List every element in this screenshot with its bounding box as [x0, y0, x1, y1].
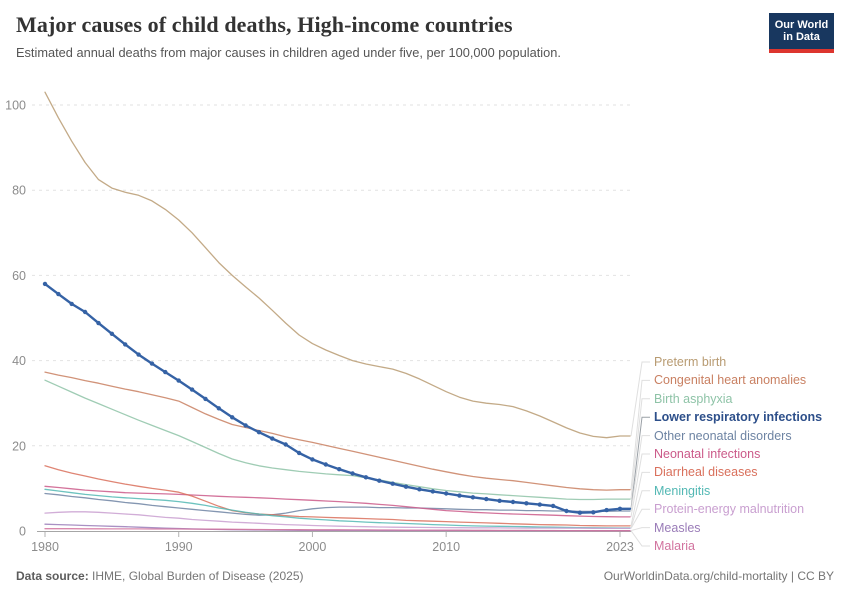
- series-preterm-birth[interactable]: [44, 91, 631, 439]
- data-point-marker: [243, 423, 248, 428]
- series-birth-asphyxia[interactable]: [44, 379, 631, 501]
- legend-connectors: [630, 361, 650, 547]
- legend-item-diarrheal-diseases[interactable]: Diarrheal diseases: [654, 465, 758, 480]
- legend-item-measles[interactable]: Measles: [654, 520, 701, 535]
- owid-logo-line2: in Data: [783, 31, 820, 43]
- legend-item-protein-energy-malnutrition[interactable]: Protein-energy malnutrition: [654, 502, 805, 517]
- data-point-marker: [163, 369, 168, 375]
- data-point-marker: [510, 499, 516, 505]
- data-point-marker: [56, 291, 61, 297]
- data-point-marker: [109, 331, 115, 336]
- data-point-marker: [149, 361, 155, 366]
- data-point-marker: [430, 489, 435, 494]
- y-tick-label: 100: [5, 99, 26, 113]
- data-source-label: Data source:: [16, 569, 89, 583]
- legend-item-other-neonatal-disorders[interactable]: Other neonatal disorders: [654, 428, 792, 443]
- series-lower-respiratory-infections[interactable]: [42, 281, 632, 515]
- data-point-marker: [564, 508, 569, 514]
- x-axis: 1980 1990 2000 2010 2023: [31, 531, 634, 554]
- y-tick-label: 0: [19, 525, 26, 539]
- data-point-marker: [337, 467, 342, 472]
- x-tick-label: 2023: [606, 540, 634, 554]
- legend-item-malaria[interactable]: Malaria: [654, 539, 695, 553]
- data-point-marker: [69, 301, 74, 307]
- x-tick-label: 2000: [299, 540, 327, 554]
- footer-link[interactable]: OurWorldinData.org/child-mortality | CC …: [603, 569, 834, 583]
- data-point-marker: [497, 498, 502, 503]
- data-point-marker: [377, 478, 382, 483]
- legend-item-lower-respiratory-infections[interactable]: Lower respiratory infections: [654, 410, 823, 425]
- legend-item-birth-asphyxia[interactable]: Birth asphyxia: [654, 391, 733, 406]
- data-point-marker: [363, 475, 369, 480]
- y-tick-label: 40: [12, 354, 26, 368]
- data-point-marker: [617, 506, 623, 511]
- x-tick-label: 1990: [165, 540, 193, 554]
- series-protein-energy-malnutrition[interactable]: [44, 511, 631, 530]
- series-congenital-heart-anomalies[interactable]: [44, 371, 631, 491]
- data-source-value: IHME, Global Burden of Disease (2025): [92, 569, 304, 583]
- chart-header: Major causes of child deaths, High-incom…: [16, 12, 756, 60]
- series-diarrheal-diseases[interactable]: [44, 465, 631, 527]
- data-point-marker: [390, 481, 395, 486]
- data-point-marker: [96, 320, 101, 326]
- y-tick-label: 20: [12, 439, 26, 453]
- owid-logo-line1: Our World: [774, 18, 829, 31]
- legend-item-congenital-heart-anomalies[interactable]: Congenital heart anomalies: [654, 373, 807, 388]
- data-point-marker: [189, 387, 195, 392]
- data-point-marker: [123, 342, 128, 347]
- legend-item-preterm-birth[interactable]: Preterm birth: [654, 355, 727, 369]
- data-point-marker: [457, 493, 462, 498]
- chart-footer: Data source: IHME, Global Burden of Dise…: [16, 569, 834, 583]
- data-point-marker: [524, 501, 529, 506]
- data-point-marker: [470, 495, 476, 500]
- data-point-marker: [310, 457, 315, 462]
- data-point-marker: [270, 436, 275, 441]
- legend-item-neonatal-infections[interactable]: Neonatal infections: [654, 447, 761, 461]
- data-source: Data source: IHME, Global Burden of Dise…: [16, 569, 303, 583]
- series-other-neonatal-disorders[interactable]: [44, 492, 631, 516]
- x-tick-label: 1980: [31, 540, 59, 554]
- data-point-marker: [537, 502, 542, 507]
- data-point-marker: [550, 503, 556, 509]
- owid-logo[interactable]: Our World in Data: [769, 13, 834, 53]
- x-tick-label: 2010: [432, 540, 460, 554]
- data-point-marker: [82, 309, 88, 315]
- data-point-marker: [403, 484, 409, 489]
- data-point-marker: [577, 510, 583, 515]
- data-point-marker: [417, 487, 422, 492]
- data-point-marker: [444, 491, 449, 496]
- y-tick-label: 60: [12, 269, 26, 283]
- y-tick-label: 80: [12, 184, 26, 198]
- data-point-marker: [591, 510, 596, 515]
- data-point-marker: [216, 406, 221, 411]
- data-point-marker: [203, 396, 208, 402]
- y-gridlines: 0 20 40 60 80 100: [5, 99, 632, 539]
- page-title: Major causes of child deaths, High-incom…: [16, 12, 513, 37]
- legend-item-meningitis[interactable]: Meningitis: [654, 483, 711, 498]
- data-point-marker: [283, 442, 288, 447]
- series-neonatal-infections[interactable]: [44, 485, 631, 518]
- data-point-marker: [296, 450, 302, 456]
- data-point-marker: [256, 430, 262, 435]
- series-malaria[interactable]: [44, 528, 631, 532]
- chart-subtitle: Estimated annual deaths from major cause…: [16, 45, 561, 60]
- data-point-marker: [42, 281, 48, 287]
- data-point-marker: [136, 352, 141, 357]
- data-point-marker: [176, 378, 181, 383]
- series-meningitis[interactable]: [44, 488, 631, 529]
- data-point-marker: [230, 415, 235, 420]
- data-point-marker: [350, 471, 355, 476]
- data-point-marker: [323, 462, 328, 467]
- data-point-marker: [484, 496, 489, 502]
- data-point-marker: [604, 507, 609, 513]
